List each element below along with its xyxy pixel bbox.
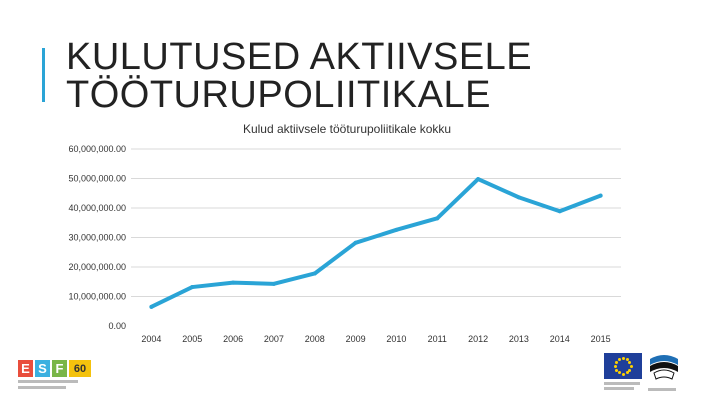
estonia-caption-line: [648, 388, 676, 391]
estonia-logo: [648, 353, 684, 399]
data-point: [231, 280, 236, 285]
data-point: [353, 240, 358, 245]
x-tick-label: 2004: [141, 334, 161, 344]
title-accent-bar: [42, 48, 45, 102]
page-title: KULUTUSED AKTIIVSELE TÖÖTURUPOLIITIKALE: [66, 38, 532, 114]
esf-letter-f: F: [52, 360, 67, 377]
x-tick-label: 2008: [305, 334, 325, 344]
y-tick-label: 30,000,000.00: [68, 233, 126, 243]
eu-flag-icon: [604, 353, 642, 379]
eu-star-icon: [625, 371, 629, 375]
data-point: [394, 227, 399, 232]
esf-caption-line: [18, 380, 78, 383]
y-tick-label: 50,000,000.00: [68, 174, 126, 184]
chart-series: [149, 177, 603, 309]
x-tick-label: 2010: [386, 334, 406, 344]
eu-star-icon: [625, 357, 629, 361]
data-point: [435, 216, 440, 221]
y-tick-label: 20,000,000.00: [68, 262, 126, 272]
eu-star-icon: [614, 368, 618, 372]
series-line: [149, 177, 603, 309]
y-tick-label: 10,000,000.00: [68, 292, 126, 302]
data-point: [516, 195, 521, 200]
x-tick-label: 2011: [428, 334, 447, 344]
page-title-line2: TÖÖTURUPOLIITIKALE: [66, 74, 491, 116]
eu-flag-logo: [604, 353, 646, 399]
x-tick-label: 2014: [550, 334, 570, 344]
estonia-flag-icon: [650, 355, 678, 380]
eu-star-icon: [617, 371, 621, 375]
page-title-line1: KULUTUSED AKTIIVSELE: [66, 36, 533, 78]
x-tick-label: 2012: [468, 334, 488, 344]
x-tick-label: 2006: [223, 334, 243, 344]
esf-letter-s: S: [35, 360, 50, 377]
eu-star-icon: [614, 360, 618, 364]
data-point: [312, 271, 317, 276]
y-tick-label: 0.00: [108, 321, 126, 331]
esf-caption-line: [18, 386, 66, 389]
x-tick-label: 2013: [509, 334, 529, 344]
eu-star-icon: [621, 372, 625, 376]
eu-caption-line: [604, 387, 634, 390]
eu-caption-line: [604, 382, 640, 385]
data-point: [190, 285, 195, 290]
chart-x-axis: 2004 2005 2006 2007 2008 2009 2010 2011 2012 2013…: [141, 334, 610, 344]
data-point: [149, 304, 154, 309]
eu-star-icon: [621, 356, 625, 360]
eu-star-icon: [628, 368, 632, 372]
x-tick-label: 2009: [346, 334, 366, 344]
eu-star-icon: [617, 357, 621, 361]
eu-star-icon: [629, 364, 633, 368]
chart-gridlines: [131, 148, 621, 297]
data-point: [476, 177, 481, 182]
esf-letter-e: E: [18, 360, 33, 377]
esf-60-badge: 60: [69, 360, 91, 377]
data-point: [598, 193, 603, 198]
eu-star-icon: [628, 360, 632, 364]
y-tick-label: 40,000,000.00: [68, 203, 126, 213]
data-point: [271, 281, 276, 286]
esf-logo: E S F 60: [18, 360, 100, 396]
x-tick-label: 2015: [591, 334, 611, 344]
x-tick-label: 2005: [182, 334, 202, 344]
x-tick-label: 2007: [264, 334, 284, 344]
y-tick-label: 60,000,000.00: [68, 144, 126, 154]
chart-title: Kulud aktiivsele tööturupoliitikale kokk…: [243, 122, 451, 136]
chart-y-axis: 0.00 10,000,000.00 20,000,000.00 30,000,000…: [68, 144, 126, 331]
data-point: [557, 209, 562, 214]
eu-star-icon: [613, 364, 617, 368]
